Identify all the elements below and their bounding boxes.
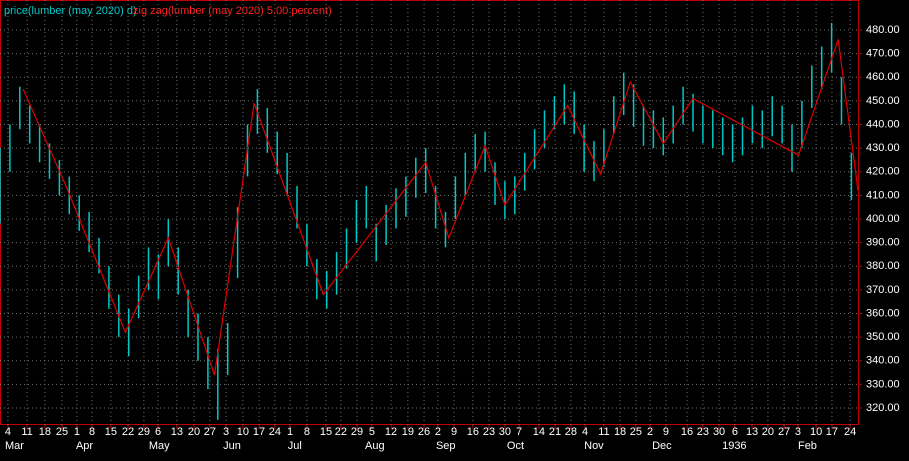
x-tick-label: 17 (253, 426, 265, 438)
x-tick-label: 23 (697, 426, 709, 438)
y-tick-label: 440.00 (866, 118, 900, 130)
x-tick-label: 22 (122, 426, 134, 438)
x-tick-label: 1 (74, 426, 80, 438)
legend-zigzag: zig zag(lumber (may 2020) 5.00 percent) (133, 5, 332, 17)
x-tick-label: 28 (565, 426, 577, 438)
x-tick-label: 4 (5, 426, 11, 438)
x-tick-label: 3 (795, 426, 801, 438)
x-tick-label: 6 (155, 426, 161, 438)
x-tick-label: 10 (237, 426, 249, 438)
month-label: Mar (5, 440, 24, 452)
month-label: Dec (652, 440, 672, 452)
x-tick-label: 27 (204, 426, 216, 438)
x-tick-label: 27 (778, 426, 790, 438)
y-tick-label: 470.00 (866, 48, 900, 60)
x-tick-label: 14 (533, 426, 545, 438)
x-tick-label: 12 (385, 426, 397, 438)
month-label: Nov (584, 440, 604, 452)
x-tick-label: 11 (598, 426, 609, 438)
x-tick-label: 24 (269, 426, 281, 438)
y-tick-label: 350.00 (866, 331, 900, 343)
x-tick-label: 6 (732, 426, 738, 438)
x-tick-label: 3 (223, 426, 229, 438)
x-tick-label: 20 (188, 426, 200, 438)
x-tick-label: 1 (287, 426, 293, 438)
y-tick-label: 410.00 (866, 189, 900, 201)
x-tick-label: 7 (516, 426, 522, 438)
y-tick-label: 450.00 (866, 95, 900, 107)
x-tick-label: 2 (647, 426, 653, 438)
x-tick-label: 24 (844, 426, 856, 438)
x-tick-label: 9 (663, 426, 669, 438)
y-tick-label: 380.00 (866, 260, 900, 272)
y-tick-label: 330.00 (866, 378, 900, 390)
y-tick-label: 400.00 (866, 213, 900, 225)
y-tick-label: 360.00 (866, 307, 900, 319)
y-tick-label: 340.00 (866, 355, 900, 367)
y-tick-label: 390.00 (866, 237, 900, 249)
month-label: Aug (365, 440, 385, 452)
x-tick-label: 30 (499, 426, 511, 438)
month-label: Oct (507, 440, 524, 452)
month-label: May (149, 440, 170, 452)
x-tick-label: 5 (369, 426, 375, 438)
x-tick-label: 11 (21, 426, 32, 438)
y-tick-label: 480.00 (866, 24, 900, 36)
x-tick-label: 10 (810, 426, 822, 438)
month-label: 1936 (722, 440, 746, 452)
x-tick-label: 25 (56, 426, 68, 438)
x-tick-label: 2 (435, 426, 441, 438)
x-tick-label: 23 (483, 426, 495, 438)
x-tick-label: 18 (614, 426, 626, 438)
x-tick-label: 15 (320, 426, 332, 438)
legend-price: price(lumber (may 2020) d) (4, 5, 137, 17)
x-tick-label: 13 (746, 426, 758, 438)
x-tick-label: 4 (582, 426, 588, 438)
month-label: Feb (798, 440, 817, 452)
x-tick-label: 29 (138, 426, 150, 438)
x-tick-label: 25 (630, 426, 642, 438)
x-tick-label: 16 (467, 426, 479, 438)
x-tick-label: 13 (171, 426, 183, 438)
y-tick-label: 320.00 (866, 402, 900, 414)
x-tick-label: 20 (762, 426, 774, 438)
x-tick-label: 18 (39, 426, 51, 438)
x-tick-label: 29 (351, 426, 363, 438)
x-tick-label: 30 (713, 426, 725, 438)
x-tick-label: 8 (89, 426, 95, 438)
month-label: Apr (76, 440, 93, 452)
x-tick-label: 9 (451, 426, 457, 438)
x-tick-label: 8 (304, 426, 310, 438)
month-label: Jun (223, 440, 241, 452)
zigzag-line (22, 39, 859, 376)
x-tick-label: 22 (335, 426, 347, 438)
y-tick-label: 430.00 (866, 142, 900, 154)
y-tick-label: 370.00 (866, 284, 900, 296)
y-tick-label: 420.00 (866, 166, 900, 178)
x-tick-label: 15 (105, 426, 117, 438)
x-tick-label: 17 (826, 426, 838, 438)
month-label: Sep (436, 440, 456, 452)
x-tick-label: 19 (402, 426, 414, 438)
y-tick-label: 460.00 (866, 71, 900, 83)
x-tick-label: 21 (549, 426, 561, 438)
x-tick-label: 16 (681, 426, 693, 438)
x-tick-label: 26 (418, 426, 430, 438)
month-label: Jul (288, 440, 302, 452)
